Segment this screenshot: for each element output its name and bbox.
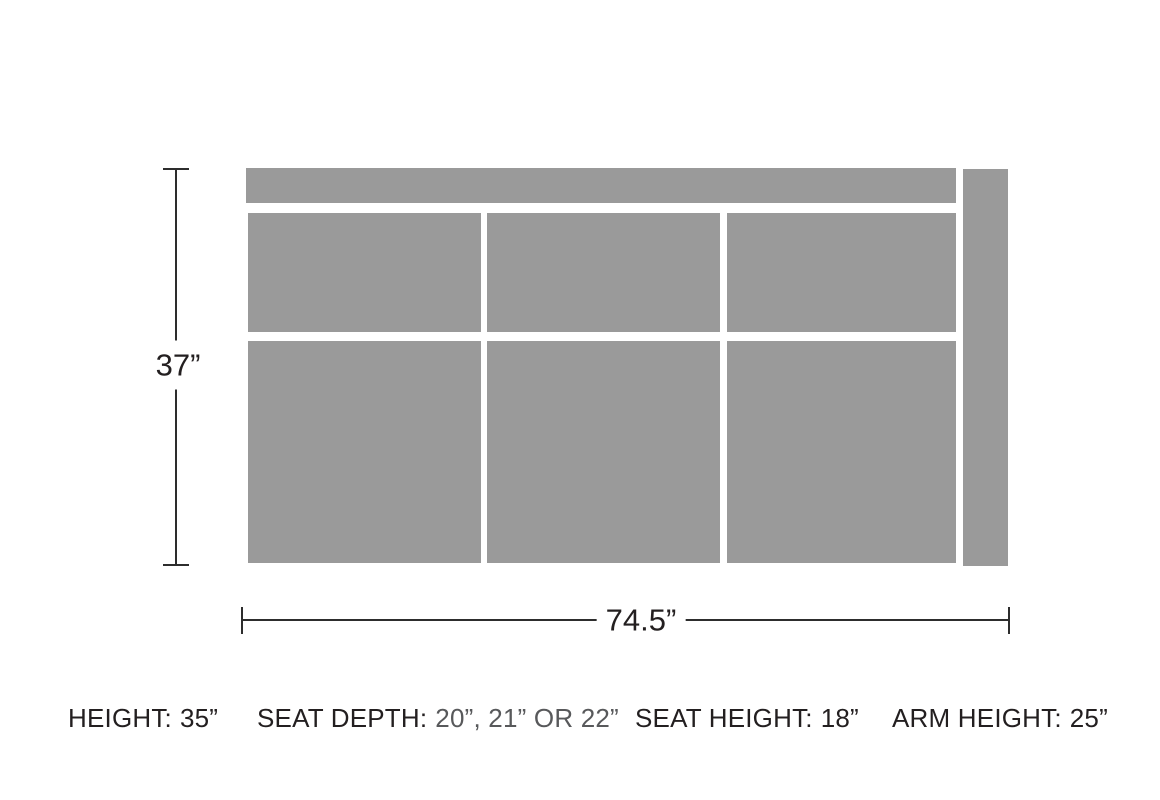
spec-height-value: 35” [179, 703, 219, 733]
width-dimension-right-tick [1008, 607, 1010, 634]
sofa-seat-cushion-left [248, 341, 481, 563]
spec-seat-depth-label: SEAT DEPTH: [257, 703, 428, 733]
spec-height: HEIGHT: 35” [68, 701, 218, 735]
spec-row: HEIGHT: 35” SEAT DEPTH: 20”, 21” OR 22” SE… [0, 701, 1160, 735]
spec-arm-height-label: ARM HEIGHT: [892, 703, 1062, 733]
width-dimension-label: 74.5” [596, 602, 686, 638]
spec-arm-height-value: 25” [1069, 703, 1108, 733]
spec-seat-depth: SEAT DEPTH: 20”, 21” OR 22” [257, 701, 619, 735]
spec-seat-height-label: SEAT HEIGHT: [635, 703, 813, 733]
sofa-back-cushion-center [487, 213, 720, 332]
spec-seat-height: SEAT HEIGHT: 18” [635, 701, 859, 735]
sofa-back-cushion-right [727, 213, 956, 332]
width-dimension: 74.5” [241, 602, 1010, 638]
spec-seat-depth-value: 20”, 21” OR 22” [435, 703, 619, 733]
depth-dimension-bottom-tick [163, 564, 189, 566]
sofa-seat-cushion-right [727, 341, 956, 563]
depth-dimension: 37” [153, 168, 203, 566]
sofa-arm-rest [963, 169, 1008, 566]
spec-seat-height-value: 18” [820, 703, 859, 733]
spec-arm-height: ARM HEIGHT: 25” [892, 701, 1108, 735]
sofa-back-rail [246, 168, 956, 203]
sofa-back-cushion-left [248, 213, 481, 332]
sofa-seat-cushion-center [487, 341, 720, 563]
depth-dimension-label: 37” [153, 340, 203, 390]
spec-height-label: HEIGHT: [68, 703, 172, 733]
